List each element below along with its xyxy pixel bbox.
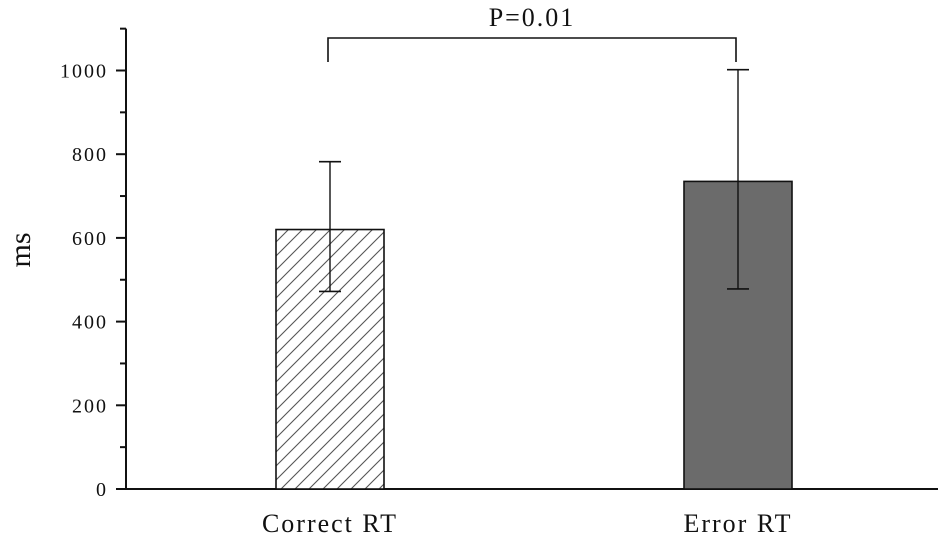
y-tick-label: 200 <box>72 395 108 417</box>
y-tick-label: 600 <box>72 228 108 250</box>
y-tick-label: 800 <box>72 144 108 166</box>
x-category-label: Error RT <box>683 509 792 538</box>
y-axis-label: ms <box>4 232 37 267</box>
significance-label: P=0.01 <box>489 3 576 32</box>
y-tick-label: 1000 <box>60 61 108 83</box>
significance-bracket <box>327 37 737 62</box>
x-category-label: Correct RT <box>262 509 398 538</box>
error-bars <box>319 68 749 293</box>
y-tick-label: 0 <box>96 479 108 501</box>
y-axis: 0 200 400 600 800 1000 <box>60 27 127 501</box>
bars <box>275 180 793 490</box>
x-axis: Correct RT Error RT <box>126 488 938 538</box>
significance-annotation: P=0.01 <box>327 3 737 62</box>
y-tick-label: 400 <box>72 312 108 334</box>
